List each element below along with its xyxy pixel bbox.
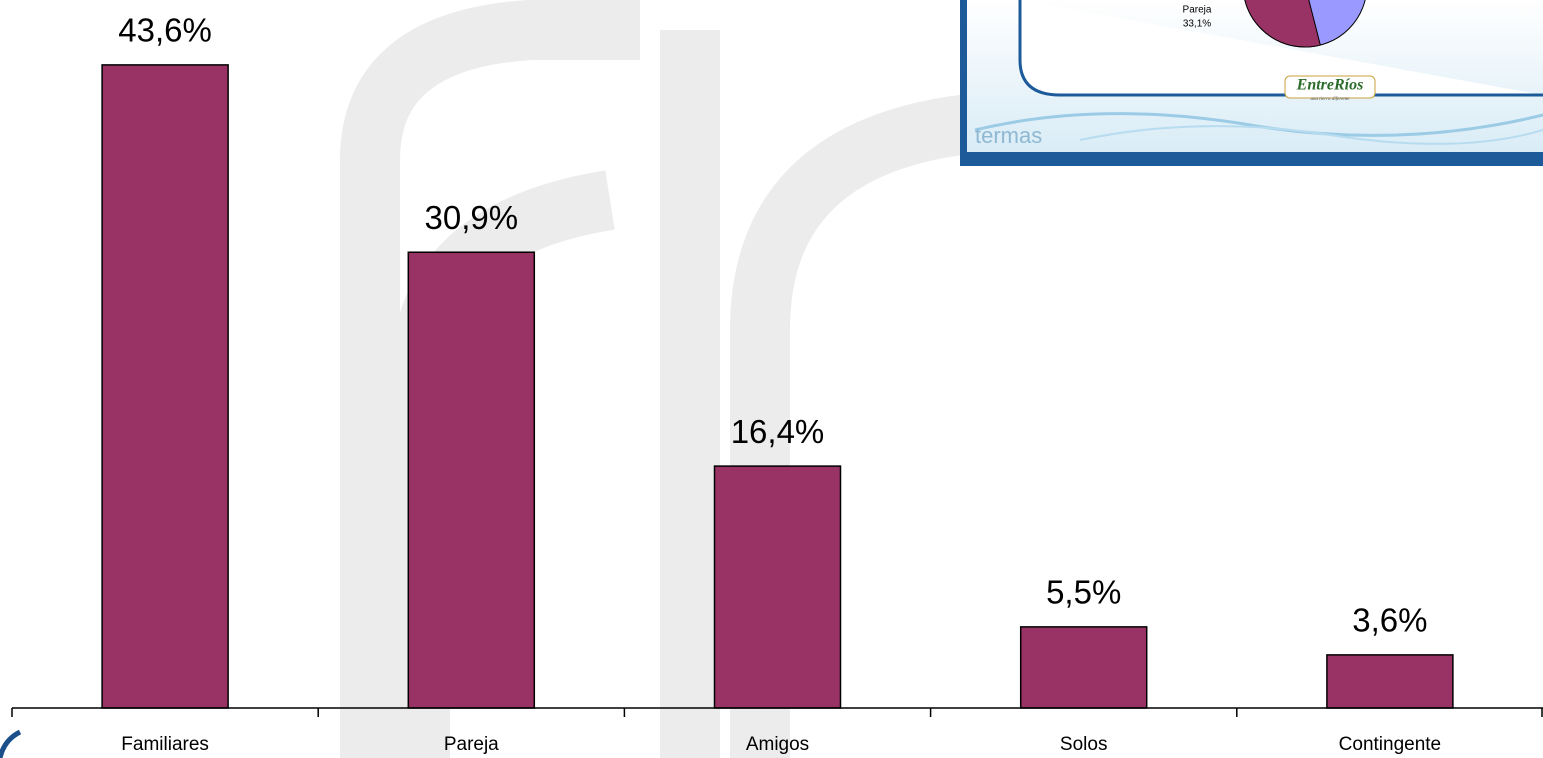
x-tick-label: Contingente [1339,734,1441,755]
bar [713,465,842,709]
pie-label: Pareja [1183,5,1212,16]
bar [1326,654,1454,709]
logo-text: EntreRíos [1296,77,1364,94]
x-tick-label: Pareja [444,734,499,755]
logo-tagline: una tierra diferente [1311,97,1351,102]
bar [101,64,229,709]
value-label: 16,4% [731,413,825,450]
value-label: 5,5% [1046,574,1121,611]
logo-box [1284,75,1376,99]
x-tick-label: Solos [1060,734,1108,755]
x-tick-label: Familiares [121,734,209,755]
inset-image: Pareja 33,1% EntreRíos una tierra diferente… [960,0,1543,166]
caption: termas [975,123,1042,148]
corner-logo [0,729,22,758]
bar [407,251,536,709]
pie-slice [1244,0,1321,48]
bar [1019,626,1148,709]
x-tick-label: Amigos [746,734,809,755]
pie-value-label: 33,1% [1183,19,1211,30]
value-label: 43,6% [118,12,212,49]
value-label: 3,6% [1352,602,1427,639]
value-label: 30,9% [425,199,519,236]
